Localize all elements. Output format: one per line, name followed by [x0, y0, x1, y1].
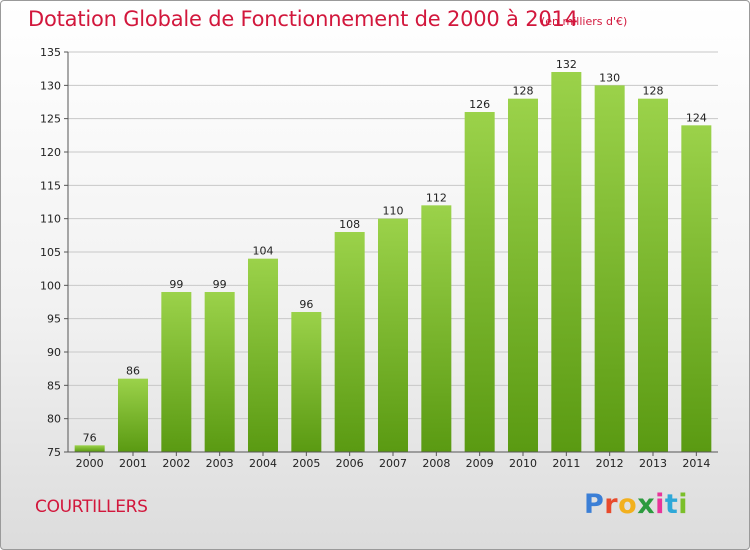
bar — [638, 98, 668, 453]
x-tick-label: 2004 — [249, 457, 277, 470]
x-tick-label: 2008 — [422, 457, 450, 470]
bar-value-label: 128 — [643, 85, 664, 98]
x-tick-label: 2006 — [336, 457, 364, 470]
axes — [64, 51, 718, 456]
y-tick-label: 105 — [40, 246, 61, 259]
bars — [74, 72, 712, 453]
y-tick-label: 110 — [40, 213, 61, 226]
y-tick-label: 90 — [47, 346, 61, 359]
logo-letter: P — [584, 489, 605, 520]
x-tick-label: 2013 — [639, 457, 667, 470]
x-tick-label: 2001 — [119, 457, 147, 470]
bar — [464, 112, 495, 452]
commune-name: COURTILLERS — [35, 497, 148, 517]
bar-value-label: 96 — [299, 298, 313, 311]
x-tick-label: 2007 — [379, 457, 407, 470]
y-tick-label: 80 — [47, 413, 61, 426]
y-tick-label: 75 — [47, 446, 61, 459]
bar — [204, 292, 235, 452]
x-tick-label: 2010 — [509, 457, 537, 470]
bar — [421, 205, 452, 452]
bar — [594, 85, 625, 452]
logo-letter: x — [637, 489, 656, 520]
y-tick-label: 130 — [40, 79, 61, 92]
bar-value-label: 110 — [383, 205, 404, 218]
x-tick-label: 2014 — [682, 457, 710, 470]
logo-letter: o — [618, 489, 638, 520]
y-tick-label: 135 — [40, 46, 61, 59]
logo-letter: r — [604, 489, 619, 520]
bar-value-label: 99 — [169, 278, 183, 291]
bar-value-label: 126 — [469, 98, 490, 111]
y-tick-label: 95 — [47, 313, 61, 326]
x-tick-label: 2000 — [76, 457, 104, 470]
bar-value-label: 86 — [126, 365, 140, 378]
bar — [378, 218, 408, 452]
bar — [161, 292, 192, 452]
bar — [248, 258, 278, 452]
chart-title: Dotation Globale de Fonctionnement de 20… — [28, 7, 578, 31]
x-tick-label: 2002 — [162, 457, 190, 470]
x-tick-label: 2009 — [466, 457, 494, 470]
bar — [508, 98, 538, 453]
bar — [334, 232, 365, 452]
bar — [551, 72, 582, 452]
bar — [118, 378, 148, 452]
x-tick-label: 2012 — [596, 457, 624, 470]
chart-subtitle: (en milliers d'€) — [541, 15, 628, 28]
bar-value-label: 130 — [599, 71, 620, 84]
bar-value-label: 99 — [213, 278, 227, 291]
bar — [681, 125, 712, 452]
logo-letter: t — [664, 489, 679, 520]
bar-value-label: 108 — [339, 218, 360, 231]
x-tick-label: 2005 — [292, 457, 320, 470]
logo-letter: i — [655, 489, 665, 520]
y-tick-label: 120 — [40, 146, 61, 159]
y-tick-label: 125 — [40, 113, 61, 126]
bar-value-label: 112 — [426, 191, 447, 204]
proxiti-logo: Proxiti — [584, 489, 688, 520]
bar — [74, 445, 105, 452]
labels: 75 80 85 90 95 100 105 110 115 120 125 130 135 76 2000… — [40, 46, 710, 470]
logo-letter: i — [678, 489, 689, 520]
x-tick-label: 2011 — [552, 457, 580, 470]
bar-value-label: 128 — [513, 85, 534, 98]
bar-value-label: 76 — [83, 431, 97, 444]
bar-value-label: 104 — [253, 245, 274, 258]
y-tick-label: 85 — [47, 379, 61, 392]
bar-value-label: 132 — [556, 58, 577, 71]
y-tick-label: 100 — [40, 279, 61, 292]
x-tick-label: 2003 — [206, 457, 234, 470]
bar-value-label: 124 — [686, 111, 707, 124]
bar — [291, 312, 322, 452]
y-tick-label: 115 — [40, 179, 61, 192]
